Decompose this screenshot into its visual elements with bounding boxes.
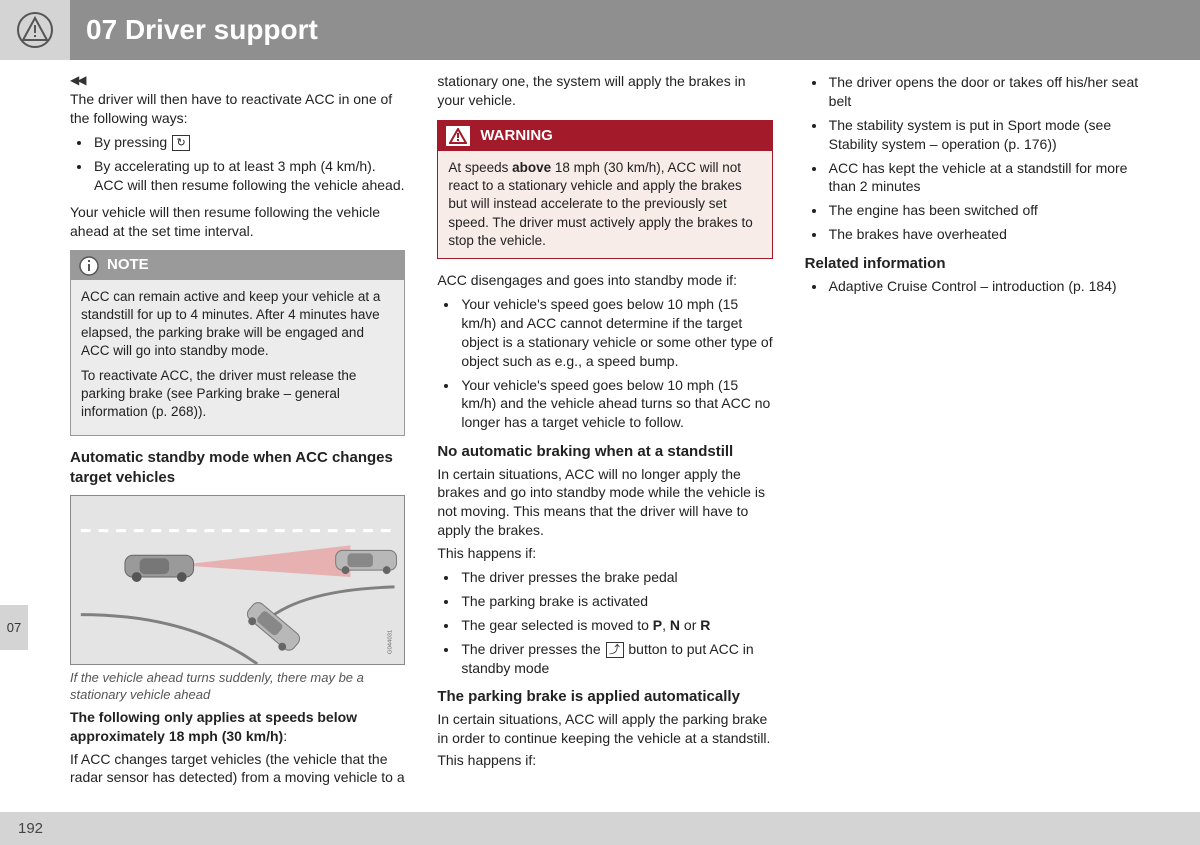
list-item: The brakes have overheated: [827, 224, 1140, 244]
section-heading: Related information: [805, 254, 1140, 274]
list-item: The gear selected is moved to P, N or R: [459, 615, 772, 635]
page-title: 07 Driver support: [86, 14, 318, 46]
list-item: By accelerating up to at least 3 mph (4 …: [92, 156, 405, 195]
list-item: The driver opens the door or takes off h…: [827, 72, 1140, 111]
section-heading: No automatic braking when at a standstil…: [437, 442, 772, 462]
side-chapter-tab: 07: [0, 605, 28, 650]
header-warning-icon: [0, 0, 70, 60]
body-content: ◀◀ The driver will then have to reactiva…: [70, 72, 1140, 800]
page-number: 192: [18, 820, 43, 837]
continued-marker: ◀◀: [70, 72, 405, 88]
body-text: In certain situations, ACC will no longe…: [437, 465, 772, 541]
figure-caption: If the vehicle ahead turns suddenly, the…: [70, 669, 405, 704]
warning-body: At speeds above 18 mph (30 km/h), ACC wi…: [438, 151, 771, 258]
stationary-car: [336, 550, 397, 574]
reactivate-list: By pressing ↻ By accelerating up to at l…: [70, 132, 405, 195]
body-text: ACC disengages and goes into standby mod…: [437, 271, 772, 290]
related-list: Adaptive Cruise Control – introduction (…: [805, 276, 1140, 296]
list-item: The engine has been switched off: [827, 200, 1140, 220]
resume-icon: ↻: [172, 135, 190, 151]
note-header: NOTE: [71, 251, 404, 279]
illustration-target-change: G044031: [70, 495, 405, 665]
svg-text:G044031: G044031: [388, 629, 394, 653]
list-item: By pressing ↻: [92, 132, 405, 152]
note-label: NOTE: [107, 255, 149, 275]
body-text: This happens if:: [437, 751, 772, 770]
list-item: The stability system is put in Sport mod…: [827, 115, 1140, 154]
list-item: Your vehicle's speed goes below 10 mph (…: [459, 294, 772, 371]
warning-header: WARNING: [438, 121, 771, 151]
note-callout: NOTE ACC can remain active and keep your…: [70, 250, 405, 436]
chapter-title: Driver support: [125, 14, 318, 45]
warning-icon: [446, 126, 470, 146]
info-icon: [79, 256, 99, 276]
happens2-list: The driver opens the door or takes off h…: [805, 72, 1140, 244]
page-header: 07 Driver support: [0, 0, 1200, 60]
list-item: Adaptive Cruise Control – introduction (…: [827, 276, 1140, 296]
warning-label: WARNING: [480, 126, 553, 146]
note-text: To reactivate ACC, the driver must relea…: [81, 367, 394, 422]
happens-list: The driver presses the brake pedal The p…: [437, 567, 772, 677]
list-item: The driver presses the ⤴ button to put A…: [459, 639, 772, 678]
body-text: The driver will then have to reactivate …: [70, 90, 405, 128]
section-heading-inline: The following only applies at speeds bel…: [70, 708, 405, 746]
section-heading: The parking brake is applied automatical…: [437, 687, 772, 707]
note-text: ACC can remain active and keep your vehi…: [81, 288, 394, 361]
chapter-number: 07: [86, 14, 117, 45]
note-body: ACC can remain active and keep your vehi…: [71, 280, 404, 436]
warning-callout: WARNING At speeds above 18 mph (30 km/h)…: [437, 120, 772, 259]
footer-bar: 192: [0, 812, 1200, 845]
list-item: Your vehicle's speed goes below 10 mph (…: [459, 375, 772, 433]
disengage-list: Your vehicle's speed goes below 10 mph (…: [437, 294, 772, 432]
list-item: The parking brake is activated: [459, 591, 772, 611]
standby-icon: ⤴: [606, 642, 624, 658]
list-item: ACC has kept the vehicle at a standstill…: [827, 158, 1140, 197]
list-item: The driver presses the brake pedal: [459, 567, 772, 587]
body-text: Your vehicle will then resume following …: [70, 203, 405, 241]
body-text: This happens if:: [437, 544, 772, 563]
body-text: In certain situations, ACC will apply th…: [437, 710, 772, 748]
section-heading: Automatic standby mode when ACC changes …: [70, 448, 405, 489]
